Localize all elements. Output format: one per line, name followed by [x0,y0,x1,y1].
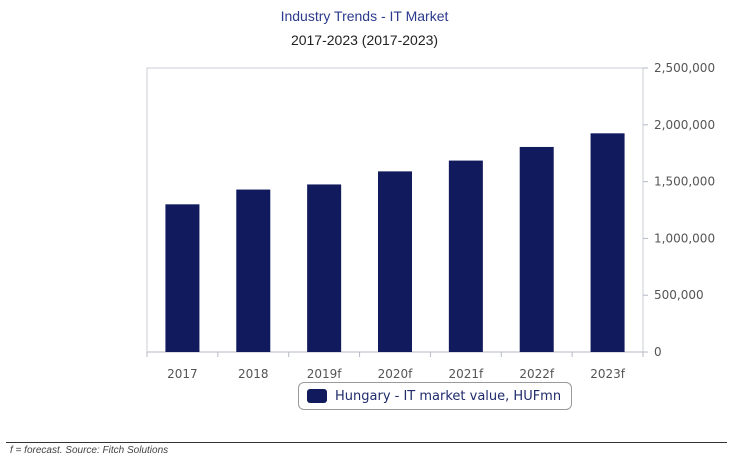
y-tick-label: 1,500,000 [654,175,715,189]
bar[interactable] [448,160,483,352]
source-footnote: f = forecast. Source: Fitch Solutions [10,445,169,456]
y-tick-label: 1,000,000 [654,231,715,245]
x-tick-label: 2020f [378,367,414,381]
x-tick-label: 2017 [167,367,198,381]
x-tick-label: 2021f [448,367,484,381]
bar[interactable] [590,133,625,352]
x-tick-label: 2022f [519,367,555,381]
x-tick-label: 2023f [590,367,626,381]
y-tick-label: 2,000,000 [654,118,715,132]
bar-chart: 2017 2018 2019f 2020f 2021f 2022f 2023f 0 500,00… [146,61,715,381]
chart-subtitle: 2017-2023 (2017-2023) [290,32,439,48]
bar[interactable] [307,184,342,352]
legend[interactable]: Hungary - IT market value, HUFmn [298,382,572,410]
bar[interactable] [519,146,554,352]
legend-swatch [307,389,327,403]
x-tick-label: 2018 [238,367,269,381]
chart-title: Industry Trends - IT Market [280,8,449,24]
bar[interactable] [377,171,413,352]
y-tick-label: 500,000 [654,288,704,302]
legend-label: Hungary - IT market value, HUFmn [335,388,562,404]
footer-divider [6,442,727,443]
bar[interactable] [236,189,271,352]
y-tick-label: 2,500,000 [654,61,715,75]
y-tick-label: 0 [654,345,662,359]
bar[interactable] [165,204,200,352]
x-tick-label: 2019f [307,367,343,381]
